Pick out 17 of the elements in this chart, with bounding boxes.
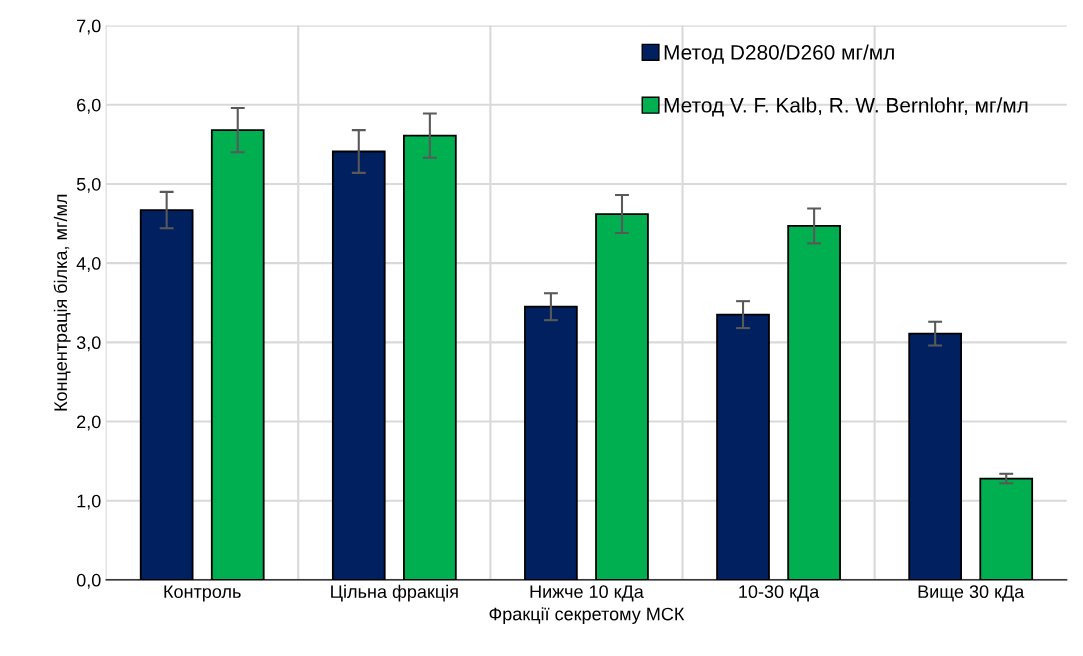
- x-tick-label: Цільна фракція: [331, 584, 458, 602]
- x-tick-label: Контроль: [164, 585, 241, 602]
- x-tick-label: 10-30 кДа: [739, 585, 820, 602]
- x-axis-title: Фракції секретому МСК: [489, 607, 685, 624]
- y-tick-label: 6,0: [77, 98, 101, 114]
- y-tick-label: 4,0: [76, 257, 101, 272]
- legend-label: Метод V. F. Kalb, R. W. Bernlohr, мг/мл: [664, 97, 1028, 117]
- y-tick-label: 2,0: [77, 415, 101, 431]
- x-tick-label: Вище 30 кДа: [918, 585, 1025, 602]
- y-tick-label: 0,0: [76, 573, 101, 589]
- y-tick-label: 3,0: [76, 336, 101, 352]
- y-tick-label: 5,0: [76, 177, 101, 193]
- y-axis-title: Концентрація білка, мг/мл: [53, 194, 71, 411]
- y-tick-label: 7,0: [77, 19, 101, 35]
- x-tick-label: Нижче 10 кДа: [530, 585, 644, 602]
- y-tick-label: 1,0: [77, 494, 101, 510]
- legend-label: Метод D280/D260 мг/мл: [664, 44, 894, 64]
